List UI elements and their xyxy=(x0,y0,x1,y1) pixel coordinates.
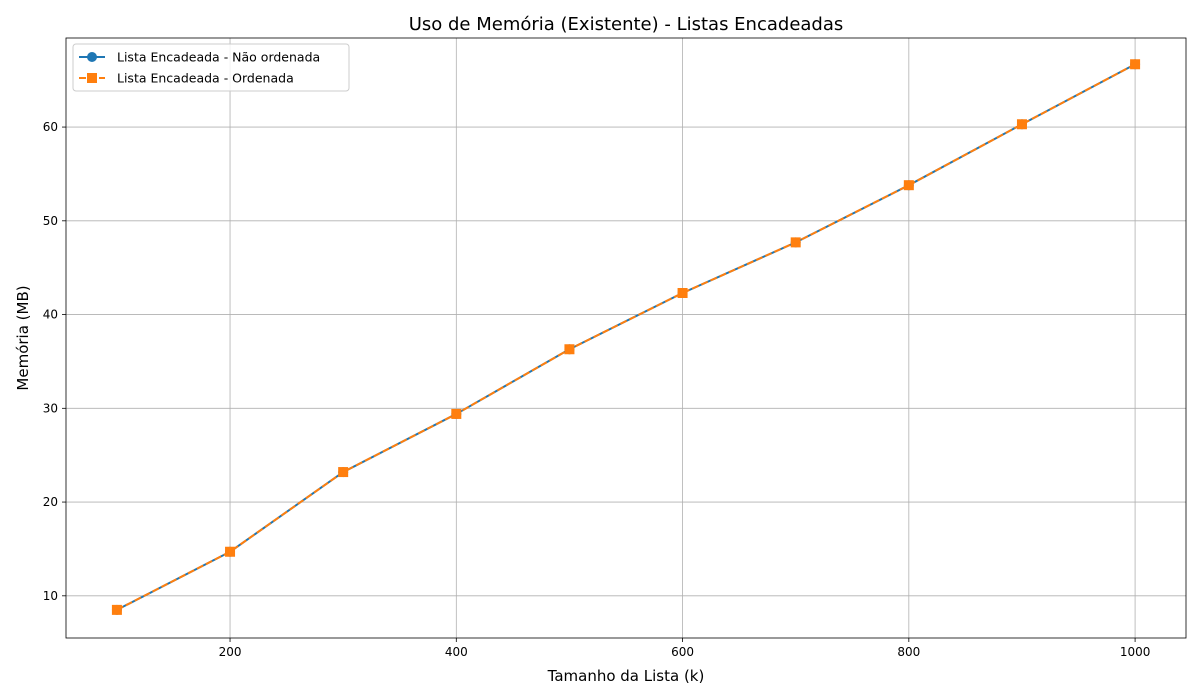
x-tick-label: 600 xyxy=(671,645,694,659)
legend-box xyxy=(72,43,350,92)
data-point-square xyxy=(111,604,122,615)
y-tick-label: 20 xyxy=(43,495,58,509)
y-tick-label: 60 xyxy=(43,120,58,134)
data-point-square xyxy=(790,237,801,248)
legend-entry-ordenada: Lista Encadeada - Ordenada xyxy=(79,71,294,86)
y-tick-label: 10 xyxy=(43,589,58,603)
legend: Lista Encadeada - Não ordenada Lista Enc… xyxy=(72,43,350,92)
x-tick-label: 800 xyxy=(897,645,920,659)
series-line xyxy=(116,63,1136,611)
data-point-square xyxy=(903,180,914,191)
legend-marker-circle xyxy=(87,52,97,62)
legend-entry-nao-ordenada: Lista Encadeada - Não ordenada xyxy=(79,50,320,65)
data-point-square xyxy=(1130,59,1141,70)
series-ordenada xyxy=(111,59,1141,615)
y-tick-label: 40 xyxy=(43,308,58,322)
data-point-square xyxy=(1016,119,1027,130)
y-tick-label: 30 xyxy=(43,401,58,415)
legend-marker-square xyxy=(87,73,97,83)
chart-title: Uso de Memória (Existente) - Listas Enca… xyxy=(409,14,844,35)
x-axis-label: Tamanho da Lista (k) xyxy=(547,667,705,685)
legend-label-nao-ordenada: Lista Encadeada - Não ordenada xyxy=(117,50,320,65)
grid xyxy=(66,38,1186,638)
series-group xyxy=(111,59,1141,615)
x-tick-label: 1000 xyxy=(1120,645,1151,659)
data-point-square xyxy=(225,546,236,557)
x-tick-label: 200 xyxy=(219,645,242,659)
data-point-square xyxy=(451,408,462,419)
plot-area-frame xyxy=(65,37,1187,639)
axis-ticks: 200 400 600 800 1000 10 20 30 40 50 60 xyxy=(43,120,1151,659)
legend-label-ordenada: Lista Encadeada - Ordenada xyxy=(117,71,294,86)
y-axis-label: Memória (MB) xyxy=(14,285,32,390)
y-tick-label: 50 xyxy=(43,214,58,228)
data-point-square xyxy=(338,467,349,478)
data-point-square xyxy=(677,288,688,298)
x-tick-label: 400 xyxy=(445,645,468,659)
data-point-square xyxy=(564,344,575,355)
